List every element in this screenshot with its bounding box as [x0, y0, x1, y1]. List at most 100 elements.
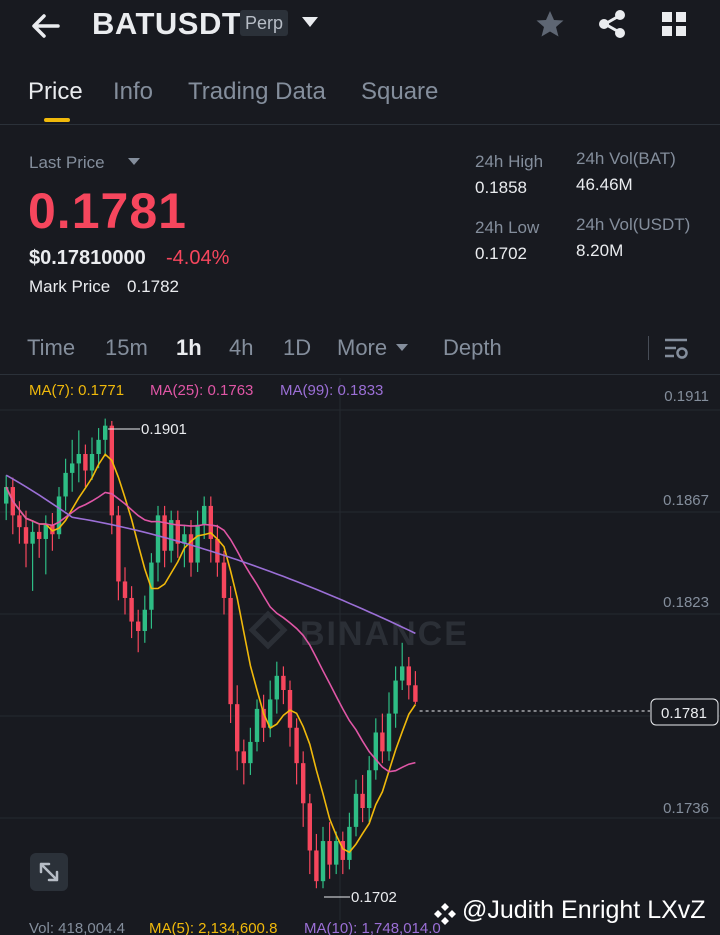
vol-base-label: 24h Vol(BAT) — [576, 149, 676, 168]
ma25-legend: MA(25): 0.1763 — [150, 382, 254, 399]
candle-body — [142, 609, 147, 631]
chart-settings-button[interactable] — [662, 336, 690, 362]
candle-body — [367, 770, 372, 808]
tab-square[interactable]: Square — [361, 78, 439, 105]
candle-body — [268, 699, 273, 728]
candle-body — [162, 515, 167, 551]
interval-more[interactable]: More — [337, 335, 388, 360]
candle-body — [188, 534, 194, 563]
high-24h-value: 0.1858 — [475, 178, 527, 197]
candle-body — [169, 520, 174, 551]
active-tab-indicator — [44, 118, 70, 122]
interval-15m[interactable]: 15m — [105, 335, 148, 360]
candle-body — [287, 690, 293, 728]
candle-body — [294, 727, 299, 764]
candle-body — [155, 515, 161, 563]
candle-body — [353, 793, 359, 827]
expand-chart-button[interactable] — [30, 853, 68, 891]
favorite-button[interactable] — [534, 8, 566, 40]
candle-body — [360, 793, 365, 808]
ma7-legend: MA(7): 0.1771 — [29, 382, 125, 399]
candle-body — [70, 463, 75, 473]
candle-body — [195, 524, 200, 563]
candlestick-chart[interactable]: BINANCE 0.1911 0.1867 0.1823 0.1736 0.1781 0.… — [0, 375, 720, 920]
ma99-line — [5, 474, 416, 635]
candle-body — [235, 704, 240, 752]
chart-settings-icon — [665, 338, 688, 359]
y-tick-label: 0.1736 — [663, 800, 709, 817]
caret-down-icon[interactable] — [302, 17, 318, 27]
candle-body — [17, 515, 22, 528]
last-price-label[interactable]: Last Price — [29, 153, 105, 172]
tab-price[interactable]: Price — [28, 78, 83, 105]
ma7-line — [5, 453, 417, 854]
symbol-title[interactable]: BATUSDT — [92, 6, 242, 41]
square-logo-icon — [434, 903, 456, 925]
binance-watermark: BINANCE — [300, 615, 469, 653]
candle-body — [50, 524, 55, 535]
y-tick-label: 0.1823 — [663, 594, 709, 611]
candle-body — [221, 562, 227, 598]
back-button[interactable] — [28, 8, 64, 44]
tab-depth[interactable]: Depth — [443, 335, 502, 360]
current-price-tag — [650, 698, 719, 726]
candle-body — [386, 713, 392, 752]
candle-body — [334, 841, 339, 865]
candle-body — [23, 527, 29, 544]
candle-body — [136, 621, 141, 631]
candle-body — [228, 597, 233, 705]
candle-body — [327, 841, 332, 865]
menu-grid-button[interactable] — [660, 10, 688, 38]
candle-body — [96, 439, 101, 454]
candle-body — [274, 675, 279, 700]
candle-body — [215, 538, 220, 563]
interval-1d[interactable]: 1D — [283, 335, 312, 360]
caret-down-icon[interactable] — [396, 344, 408, 351]
app-header: BATUSDT Perp — [0, 0, 720, 52]
candle-body — [248, 741, 253, 764]
tab-info[interactable]: Info — [113, 78, 154, 105]
candle-body — [89, 454, 95, 471]
caret-down-icon[interactable] — [128, 158, 140, 165]
volume-ma10-legend: MA(10): 1,748,014.0 — [304, 920, 441, 935]
candle-body — [37, 531, 42, 539]
grid-icon — [662, 12, 686, 36]
share-button[interactable] — [596, 8, 628, 40]
candle-body — [393, 680, 398, 714]
arrow-left-icon — [32, 14, 60, 38]
last-price-value: 0.1781 — [28, 183, 187, 239]
ma99-legend: MA(99): 0.1833 — [280, 382, 384, 399]
candle-body — [4, 487, 9, 504]
low-marker-label: 0.1702 — [351, 889, 397, 906]
share-icon — [599, 10, 625, 38]
candle-body — [63, 472, 68, 497]
volume-ma5-legend: MA(5): 2,134,600.8 — [149, 920, 278, 935]
candle-body — [182, 534, 187, 544]
candle-body — [116, 515, 121, 582]
vol-base-value: 46.46M — [576, 175, 633, 194]
candle-body — [413, 685, 418, 702]
candle-body — [129, 597, 134, 622]
watermark-username: @Judith Enright LXvZ — [462, 896, 706, 924]
interval-time[interactable]: Time — [27, 335, 76, 360]
candle-body — [400, 666, 405, 681]
candle-body — [208, 505, 213, 539]
vol-quote-label: 24h Vol(USDT) — [576, 215, 691, 234]
candle-body — [261, 708, 266, 728]
expand-icon — [39, 862, 59, 882]
candle-body — [307, 803, 312, 851]
candle-body — [56, 496, 62, 535]
candle-body — [109, 425, 114, 516]
y-tick-label: 0.1911 — [664, 388, 709, 405]
candle-body — [202, 505, 207, 525]
candle-body — [373, 732, 378, 771]
interval-1h[interactable]: 1h — [176, 335, 202, 360]
low-24h-label: 24h Low — [475, 218, 540, 237]
volume-legend: Vol: 418,004.4 — [29, 920, 125, 935]
candle-body — [281, 675, 286, 690]
tab-trading-data[interactable]: Trading Data — [188, 78, 326, 105]
y-tick-label: 0.1867 — [663, 492, 709, 509]
candle-body — [30, 531, 35, 544]
interval-4h[interactable]: 4h — [229, 335, 254, 360]
candle-body — [103, 425, 108, 440]
